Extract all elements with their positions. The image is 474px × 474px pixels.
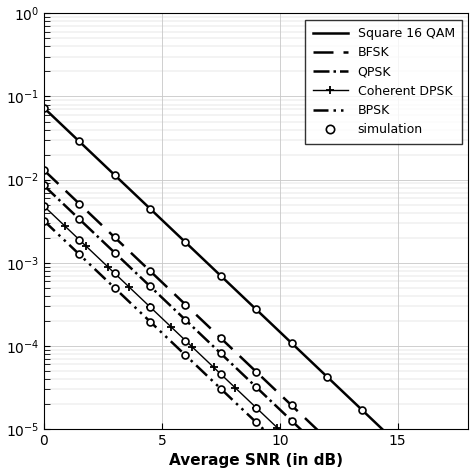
Legend: Square 16 QAM, BFSK, QPSK, Coherent DPSK, BPSK, simulation: Square 16 QAM, BFSK, QPSK, Coherent DPSK… [305,19,462,144]
X-axis label: Average SNR (in dB): Average SNR (in dB) [169,454,343,468]
